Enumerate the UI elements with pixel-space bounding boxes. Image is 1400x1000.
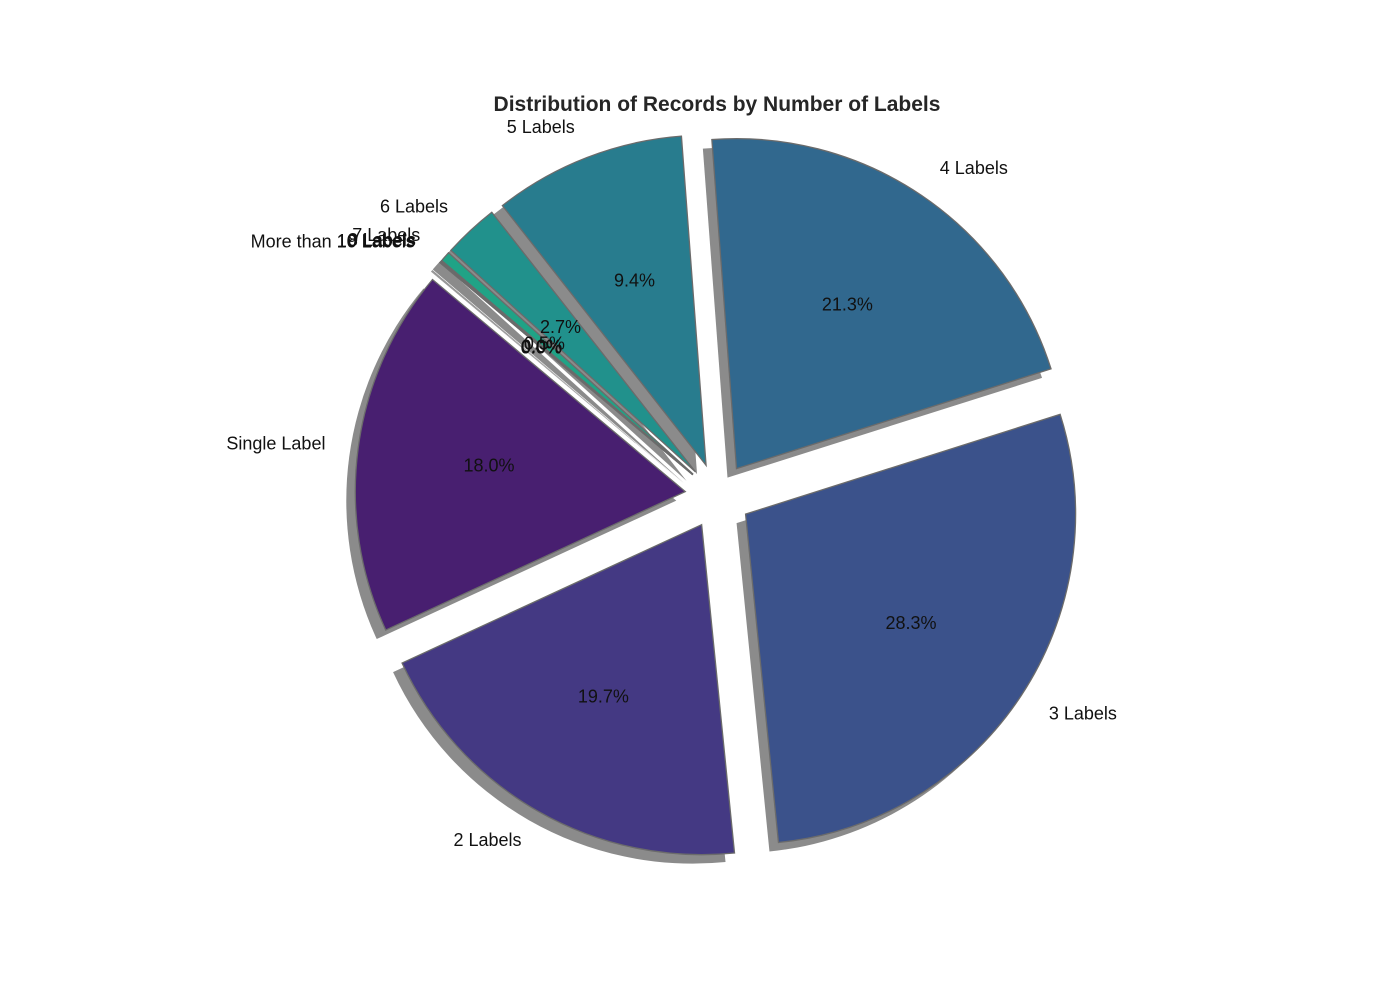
pie-slice-3-labels: [744, 413, 1077, 844]
category-label-8-labels: 8 Labels: [348, 230, 416, 250]
pie-slice-2-labels: [401, 523, 736, 856]
percent-label-8-labels: 0.0%: [521, 337, 562, 357]
slice-shadow-more-than-10-labels: [430, 271, 684, 484]
percent-label-2-labels: 19.7%: [578, 687, 629, 707]
category-label-6-labels: 6 Labels: [380, 196, 448, 216]
pie-slice-more-than-10-labels: [439, 261, 694, 476]
pie-slice-6-labels: [449, 211, 697, 473]
category-label-3-labels: 3 Labels: [1049, 704, 1117, 724]
slice-shadow-7-labels: [432, 261, 685, 484]
category-label-2-labels: 2 Labels: [453, 830, 521, 850]
percent-label-4-labels: 21.3%: [822, 295, 873, 315]
percent-label-6-labels: 2.7%: [540, 317, 581, 337]
category-label-single-label: Single Label: [226, 434, 325, 454]
percent-label-3-labels: 28.3%: [885, 613, 936, 633]
percent-label-5-labels: 9.4%: [614, 271, 655, 291]
pie-slice-single-label: [354, 278, 687, 631]
label-layer: 18.0% Single Label 19.7% 2 Labels 28.3% 3 Lab…: [226, 117, 1117, 850]
pie-slice-4-labels: [711, 138, 1052, 470]
percent-label-9-labels: 0.0%: [521, 337, 562, 357]
category-label-4-labels: 4 Labels: [940, 158, 1008, 178]
chart-title: Distribution of Records by Number of Lab…: [494, 93, 941, 116]
percent-label-7-labels: 0.5%: [524, 334, 565, 354]
category-label-more-than-10-labels: More than 10 Labels: [251, 231, 415, 251]
slice-layer: [354, 135, 1077, 856]
pie-slice-5-labels: [501, 135, 707, 468]
percent-label-10-labels: 0.0%: [521, 337, 562, 357]
category-label-7-labels: 7 Labels: [352, 225, 420, 245]
category-label-5-labels: 5 Labels: [507, 117, 575, 137]
slice-shadow-8-labels: [431, 269, 684, 484]
category-label-10-labels: 10 Labels: [337, 231, 415, 251]
percent-label-single-label: 18.0%: [464, 455, 515, 475]
slice-shadow-9-labels: [431, 270, 684, 484]
slice-shadow-10-labels: [431, 271, 684, 484]
percent-label-more-than-10-labels: 0.0%: [521, 337, 562, 357]
category-label-9-labels: 9 Labels: [347, 231, 415, 251]
